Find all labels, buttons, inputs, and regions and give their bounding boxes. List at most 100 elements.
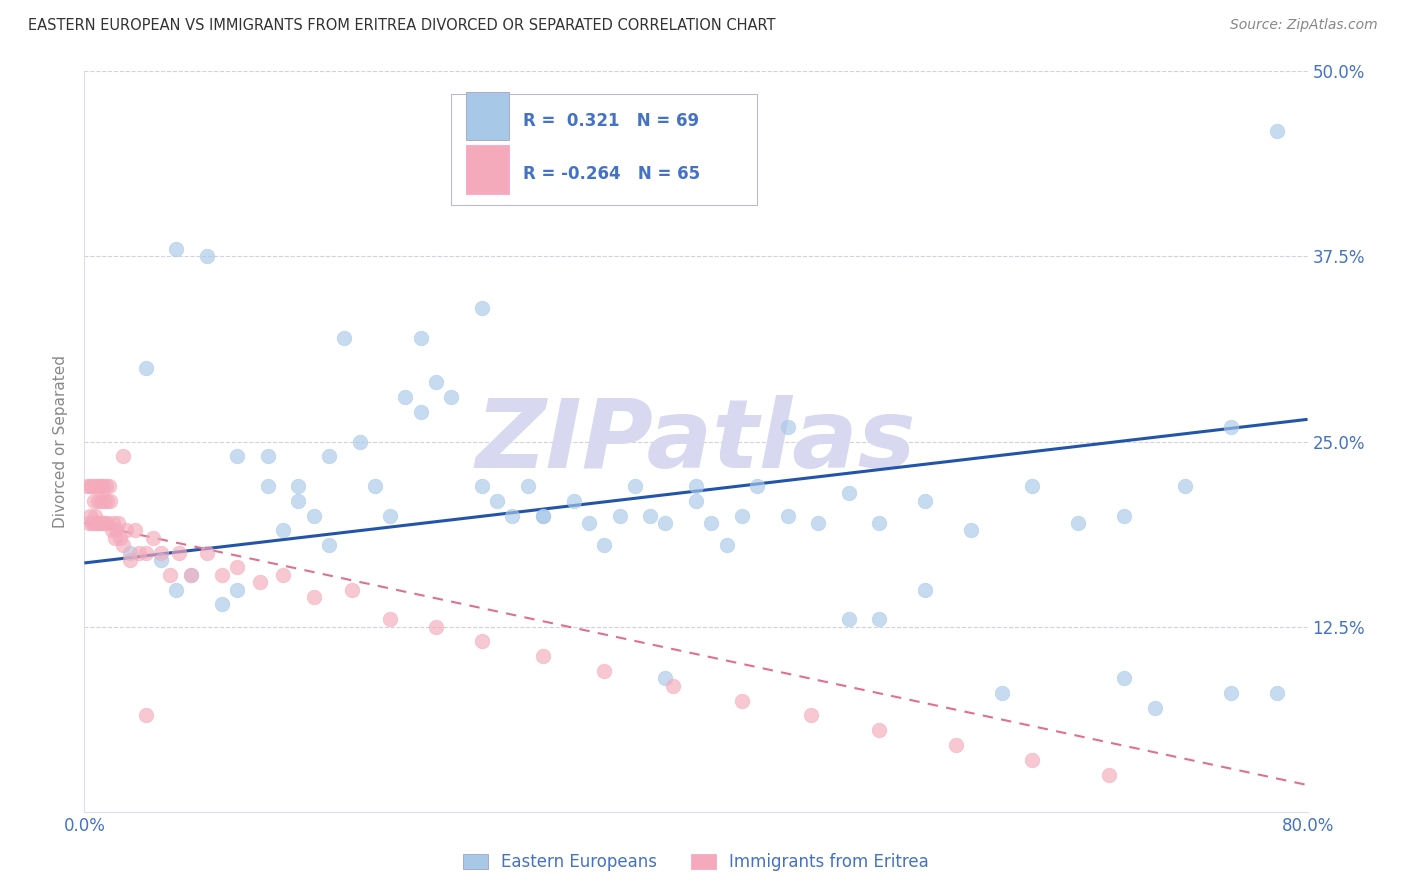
Point [302, 590, 325, 604]
Point [180, 567, 202, 582]
Point [76, 479, 98, 493]
Point [104, 531, 127, 545]
Point [79, 508, 101, 523]
Point [257, 479, 280, 493]
Point [945, 738, 967, 752]
Point [593, 664, 616, 678]
Point [471, 634, 494, 648]
Point [731, 508, 754, 523]
Point [914, 582, 936, 597]
Point [914, 493, 936, 508]
Point [91, 516, 114, 530]
Point [105, 524, 128, 538]
Y-axis label: Divorced or Separated: Divorced or Separated [53, 355, 69, 528]
Point [991, 686, 1014, 700]
Text: Source: ZipAtlas.com: Source: ZipAtlas.com [1230, 18, 1378, 32]
Point [340, 582, 363, 597]
Point [79, 479, 101, 493]
Point [124, 524, 146, 538]
Point [94, 479, 117, 493]
Point [380, 612, 402, 626]
Point [747, 479, 769, 493]
Point [486, 493, 509, 508]
Point [531, 649, 554, 664]
Point [165, 242, 187, 256]
Point [578, 516, 600, 530]
Point [654, 672, 676, 686]
Point [333, 331, 356, 345]
Point [638, 508, 661, 523]
Point [271, 567, 294, 582]
Point [409, 405, 432, 419]
Point [101, 524, 124, 538]
FancyBboxPatch shape [465, 145, 509, 194]
Text: ZIPatlas: ZIPatlas [475, 395, 917, 488]
Point [609, 508, 631, 523]
Point [1098, 767, 1121, 781]
Point [89, 479, 111, 493]
Point [776, 508, 799, 523]
Point [593, 538, 616, 552]
Point [93, 516, 115, 530]
Point [128, 546, 150, 560]
Point [838, 612, 860, 626]
Point [1114, 508, 1136, 523]
Point [440, 390, 463, 404]
Point [502, 508, 524, 523]
Point [97, 479, 120, 493]
Point [425, 619, 447, 633]
Point [93, 493, 115, 508]
Point [114, 524, 136, 538]
Text: R =  0.321   N = 69: R = 0.321 N = 69 [523, 112, 700, 130]
FancyBboxPatch shape [465, 92, 509, 140]
Point [287, 493, 309, 508]
Point [87, 516, 110, 530]
Point [211, 567, 233, 582]
Point [471, 301, 494, 316]
Point [700, 516, 723, 530]
Point [149, 546, 172, 560]
Point [135, 546, 157, 560]
Point [80, 479, 103, 493]
Point [159, 567, 181, 582]
Legend: Eastern Europeans, Immigrants from Eritrea: Eastern Europeans, Immigrants from Eritr… [457, 847, 935, 878]
Point [776, 419, 799, 434]
Point [869, 612, 891, 626]
Point [287, 479, 309, 493]
Point [167, 546, 190, 560]
Point [271, 524, 294, 538]
Point [1021, 479, 1043, 493]
Point [662, 679, 685, 693]
Point [654, 516, 676, 530]
Point [226, 450, 249, 464]
Point [120, 553, 142, 567]
Point [394, 390, 416, 404]
Point [409, 331, 432, 345]
Point [107, 516, 129, 530]
Point [142, 531, 165, 545]
Point [1021, 753, 1043, 767]
Point [86, 479, 108, 493]
Point [91, 479, 114, 493]
Point [195, 250, 218, 264]
Point [1220, 686, 1243, 700]
Point [1143, 701, 1166, 715]
Point [135, 360, 157, 375]
Point [685, 493, 707, 508]
Point [624, 479, 647, 493]
Point [562, 493, 585, 508]
Point [960, 524, 983, 538]
Point [1067, 516, 1090, 530]
Text: R = -0.264   N = 65: R = -0.264 N = 65 [523, 165, 700, 183]
Point [77, 516, 100, 530]
Point [800, 708, 823, 723]
Point [226, 582, 249, 597]
Point [108, 531, 131, 545]
Point [380, 508, 402, 523]
Point [318, 450, 340, 464]
Point [257, 450, 280, 464]
Point [364, 479, 387, 493]
Point [103, 516, 125, 530]
Point [80, 516, 103, 530]
Point [83, 493, 105, 508]
